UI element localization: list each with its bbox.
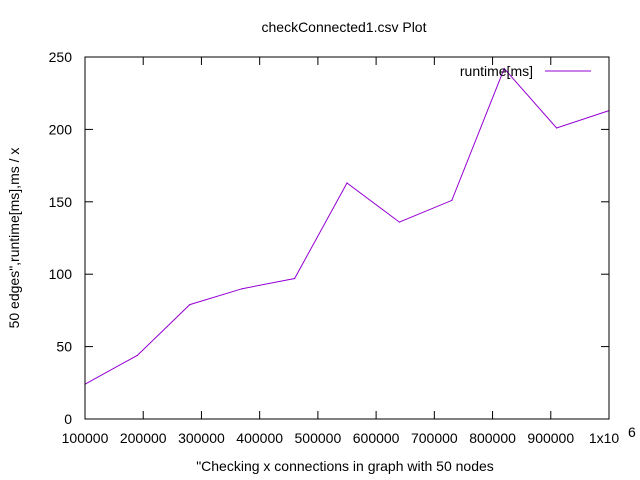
- data-point: [503, 67, 505, 70]
- y-tick-label: 250: [49, 49, 73, 65]
- x-tick-label: 300000: [178, 430, 225, 446]
- plot-frame: [84, 56, 610, 420]
- y-tick-label: 50: [56, 339, 72, 355]
- x-tick-label: 100000: [62, 430, 109, 446]
- data-point: [556, 127, 558, 129]
- series-layer: [84, 67, 610, 385]
- x-tick-label: 500000: [295, 430, 342, 446]
- x-tick-label: 1x10: [589, 430, 620, 446]
- x-tick-label: 600000: [353, 430, 400, 446]
- data-point: [451, 199, 453, 201]
- x-tick-label: 900000: [527, 430, 574, 446]
- x-tick-label: 200000: [120, 430, 167, 446]
- y-axis-label: 50 edges",runtime[ms],ms / x: [6, 148, 22, 329]
- legend: runtime[ms]: [460, 63, 591, 79]
- x-tick-label: 800000: [469, 430, 516, 446]
- x-tick-label: 700000: [411, 430, 458, 446]
- y-tick-label: 100: [49, 266, 73, 282]
- data-point: [241, 288, 243, 290]
- data-point: [189, 304, 191, 306]
- data-point: [294, 277, 296, 280]
- chart-title: checkConnected1.csv Plot: [262, 19, 427, 35]
- data-point: [346, 182, 348, 184]
- data-point: [398, 221, 400, 223]
- x-axis-label: "Checking x connections in graph with 50…: [196, 458, 494, 474]
- legend-label: runtime[ms]: [460, 63, 533, 79]
- data-point: [136, 354, 138, 356]
- y-tick-label: 200: [49, 121, 73, 137]
- axis-ticks: 0 50 100 150 200 250 100000 200000 300000 400000 5…: [49, 49, 636, 446]
- x-tick-exponent: 6: [628, 424, 636, 440]
- y-tick-label: 150: [49, 194, 73, 210]
- series-line-0: [84, 67, 610, 385]
- y-tick-label: 0: [64, 411, 72, 427]
- x-tick-label: 400000: [236, 430, 283, 446]
